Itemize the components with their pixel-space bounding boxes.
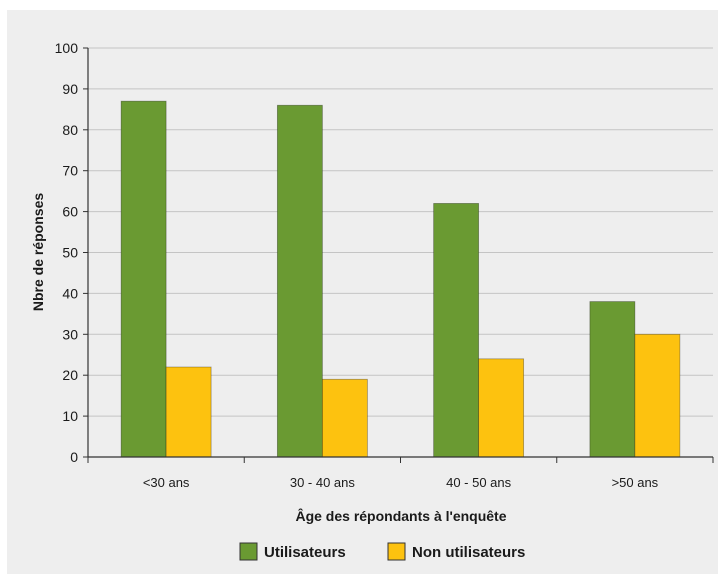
legend-label-utilisateurs: Utilisateurs	[264, 544, 346, 561]
bar-non-utilisateurs	[321, 378, 368, 458]
x-tick-label: 40 - 50 ans	[446, 475, 512, 490]
bar-utilisateurs	[120, 100, 167, 458]
bar-utilisateurs	[589, 301, 636, 458]
y-tick-label: 90	[62, 81, 78, 97]
y-tick-label: 100	[55, 40, 79, 56]
x-tick-label: >50 ans	[612, 475, 659, 490]
y-tick-label: 30	[62, 326, 78, 342]
x-tick-labels: <30 ans 30 - 40 ans 40 - 50 ans >50 ans	[143, 475, 659, 490]
bar-utilisateurs	[276, 104, 323, 458]
y-tick-label: 50	[62, 245, 78, 261]
y-tick-label: 10	[62, 408, 78, 424]
bar-non-utilisateurs	[165, 366, 212, 458]
legend-swatch-utilisateurs	[239, 542, 258, 561]
gridlines	[88, 47, 713, 417]
y-tick-label: 60	[62, 204, 78, 220]
y-tick-label: 70	[62, 163, 78, 179]
x-tick-label: 30 - 40 ans	[290, 475, 356, 490]
bar-non-utilisateurs	[634, 333, 681, 458]
x-tick-label: <30 ans	[143, 475, 190, 490]
axes	[83, 47, 714, 463]
y-tick-label: 20	[62, 367, 78, 383]
bars	[120, 100, 681, 458]
y-tick-label: 80	[62, 122, 78, 138]
legend-swatch-non-utilisateurs	[387, 542, 406, 561]
bar-non-utilisateurs	[478, 358, 525, 458]
legend: Utilisateurs Non utilisateurs	[239, 542, 525, 561]
y-tick-label: 0	[70, 449, 78, 465]
y-tick-labels: 0 10 20 30 40 50 60 70 80 90 100	[55, 40, 79, 465]
bar-utilisateurs	[433, 203, 480, 458]
y-tick-label: 40	[62, 285, 78, 301]
y-axis-title: Nbre de réponses	[30, 193, 46, 311]
legend-label-non-utilisateurs: Non utilisateurs	[412, 544, 525, 561]
x-axis-title: Âge des répondants à l'enquête	[295, 507, 506, 524]
